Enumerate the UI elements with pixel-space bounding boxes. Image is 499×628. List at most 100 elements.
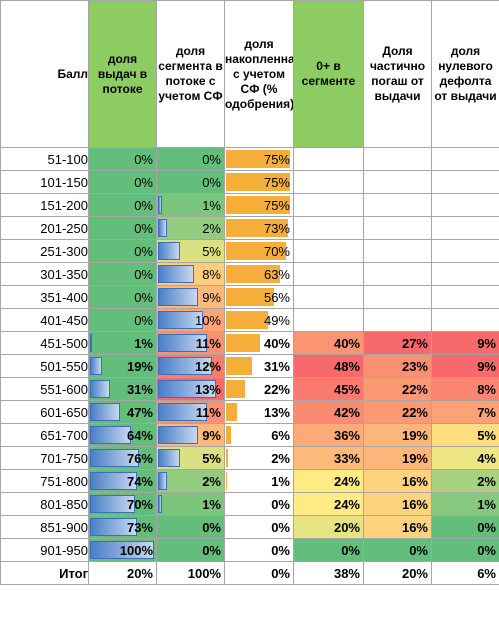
row-label: 51-100 bbox=[0, 147, 89, 171]
cell-col2: 11% bbox=[156, 331, 225, 355]
cell-col4: 20% bbox=[293, 515, 364, 539]
cell-col6: 5% bbox=[431, 423, 499, 447]
cell-col2: 0% bbox=[156, 515, 225, 539]
header-zero-plus: 0+ в сегменте bbox=[293, 0, 364, 148]
cell-col5 bbox=[363, 285, 432, 309]
cell-value: 73% bbox=[263, 220, 290, 236]
data-bar bbox=[158, 288, 199, 306]
cell-col3: 75% bbox=[224, 170, 294, 194]
table-row: 301-350 0% 8% 63% bbox=[0, 262, 499, 286]
cell-col2: 9% bbox=[156, 285, 225, 309]
data-bar bbox=[90, 334, 92, 352]
cell-col4: 24% bbox=[293, 492, 364, 516]
cell-col2: 5% bbox=[156, 446, 225, 470]
cell-col6 bbox=[431, 262, 499, 286]
row-label: 751-800 bbox=[0, 469, 89, 493]
data-bar bbox=[158, 242, 181, 260]
data-bar bbox=[226, 472, 227, 490]
cell-value bbox=[428, 267, 431, 282]
cell-value: 31% bbox=[263, 358, 290, 374]
data-bar bbox=[90, 495, 135, 513]
cell-col4 bbox=[293, 216, 364, 240]
cell-value: 11% bbox=[195, 404, 221, 420]
data-bar bbox=[226, 426, 232, 444]
cell-value: 20% bbox=[401, 565, 428, 581]
data-bar bbox=[158, 219, 167, 237]
header-share-issued: доля выдач в потоке bbox=[88, 0, 157, 148]
cell-value bbox=[360, 152, 363, 167]
header-segment-share: доля сегмента в потоке с учетом СФ bbox=[156, 0, 225, 148]
data-bar bbox=[226, 334, 261, 352]
cell-col5: 23% bbox=[363, 354, 432, 378]
cell-value: 42% bbox=[333, 404, 360, 420]
cell-col6 bbox=[431, 147, 499, 171]
data-bar bbox=[226, 403, 238, 421]
cell-col6: 9% bbox=[431, 354, 499, 378]
row-label: 901-950 bbox=[0, 538, 89, 562]
cell-value bbox=[360, 198, 363, 213]
cell-value: 49% bbox=[263, 312, 290, 328]
cell-value: 12% bbox=[194, 358, 221, 374]
cell-value: 0% bbox=[477, 519, 496, 535]
table-row: 101-150 0% 0% 75% bbox=[0, 170, 499, 194]
row-label: 351-400 bbox=[0, 285, 89, 309]
cell-col3: 22% bbox=[224, 377, 294, 401]
cell-value: 7% bbox=[477, 404, 496, 420]
data-bar bbox=[158, 472, 167, 490]
cell-value: 22% bbox=[263, 381, 290, 397]
cell-value: 0% bbox=[202, 151, 221, 167]
cell-value: 2% bbox=[271, 450, 290, 466]
cell-col3: 75% bbox=[224, 147, 294, 171]
cell-value: 0% bbox=[477, 542, 496, 558]
cell-col6 bbox=[431, 308, 499, 332]
cell-col2: 2% bbox=[156, 216, 225, 240]
cell-value bbox=[360, 175, 363, 190]
cell-col3: 73% bbox=[224, 216, 294, 240]
cell-value: 73% bbox=[126, 519, 153, 535]
cell-value: 36% bbox=[333, 427, 360, 443]
cell-col4: 33% bbox=[293, 446, 364, 470]
cell-col6: 8% bbox=[431, 377, 499, 401]
cell-value: 38% bbox=[333, 565, 360, 581]
cell-col1: 0% bbox=[88, 308, 157, 332]
cell-col5: 16% bbox=[363, 492, 432, 516]
data-bar bbox=[90, 449, 139, 467]
cell-value: 33% bbox=[333, 450, 360, 466]
cell-value: 100% bbox=[187, 565, 221, 581]
cell-col2: 0% bbox=[156, 147, 225, 171]
data-bar bbox=[158, 495, 163, 513]
cell-col5: 20% bbox=[363, 561, 432, 585]
cell-col3: 0% bbox=[224, 538, 294, 562]
cell-col3: 75% bbox=[224, 193, 294, 217]
data-bar bbox=[90, 380, 110, 398]
total-row: Итог 20% 100% 0% 38% 20% 6% bbox=[0, 561, 499, 585]
cell-col4: 0% bbox=[293, 538, 364, 562]
cell-value: 0% bbox=[202, 174, 221, 190]
table-row: 801-850 70% 1% 0% 24% 16% 1% bbox=[0, 492, 499, 516]
cell-value: 23% bbox=[401, 358, 428, 374]
cell-col2: 12% bbox=[156, 354, 225, 378]
scoring-table: Балл доля выдач в потоке доля сегмента в… bbox=[0, 0, 499, 585]
cell-value: 40% bbox=[333, 335, 360, 351]
cell-col6: 9% bbox=[431, 331, 499, 355]
cell-col1: 0% bbox=[88, 170, 157, 194]
cell-value: 0% bbox=[134, 312, 153, 328]
cell-value: 0% bbox=[271, 565, 290, 581]
cell-value bbox=[428, 152, 431, 167]
cell-col4: 42% bbox=[293, 400, 364, 424]
table-row: 451-500 1% 11% 40% 40% 27% 9% bbox=[0, 331, 499, 355]
table-row: 751-800 74% 2% 1% 24% 16% 2% bbox=[0, 469, 499, 493]
data-bar bbox=[90, 426, 131, 444]
cell-value: 64% bbox=[126, 427, 153, 443]
cell-value: 1% bbox=[134, 335, 153, 351]
table-row: 601-650 47% 11% 13% 42% 22% 7% bbox=[0, 400, 499, 424]
cell-col6: 7% bbox=[431, 400, 499, 424]
cell-col5: 27% bbox=[363, 331, 432, 355]
cell-value: 48% bbox=[333, 358, 360, 374]
cell-value: 76% bbox=[126, 450, 153, 466]
cell-value: 100% bbox=[119, 542, 153, 558]
cell-value bbox=[360, 313, 363, 328]
cell-value: 19% bbox=[126, 358, 153, 374]
cell-value: 16% bbox=[401, 519, 428, 535]
data-bar bbox=[226, 265, 280, 283]
